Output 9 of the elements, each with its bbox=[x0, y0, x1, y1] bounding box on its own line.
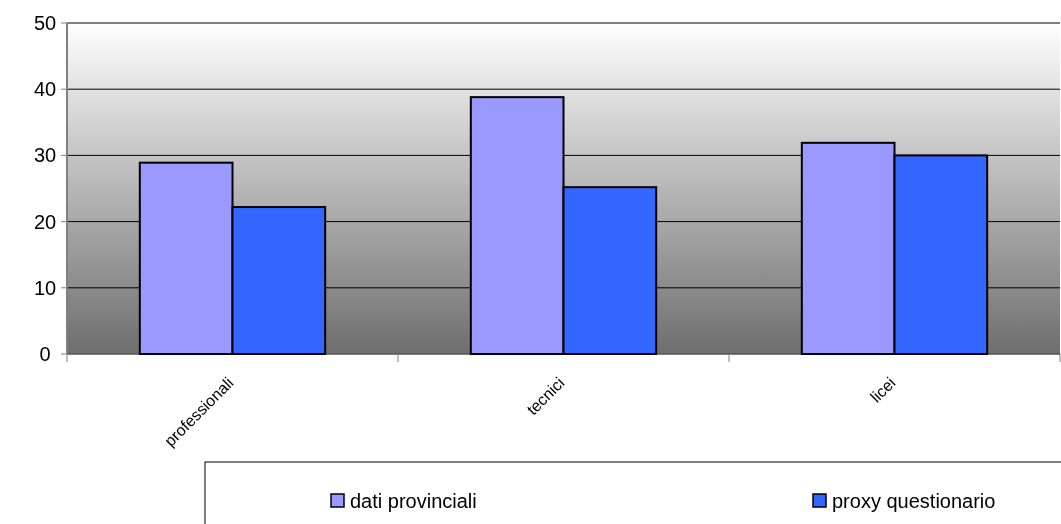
x-tick-label: licei bbox=[867, 374, 899, 406]
y-tick-label: 20 bbox=[33, 210, 57, 233]
y-tick-label: 50 bbox=[33, 12, 57, 34]
y-tick-label: 10 bbox=[33, 276, 57, 299]
y-tick-label: 0 bbox=[39, 343, 51, 365]
legend-label: dati provinciali bbox=[350, 490, 477, 512]
legend-label: proxy questionario bbox=[832, 490, 996, 512]
y-tick-label: 30 bbox=[33, 144, 57, 167]
y-tick-label: 40 bbox=[33, 78, 57, 101]
